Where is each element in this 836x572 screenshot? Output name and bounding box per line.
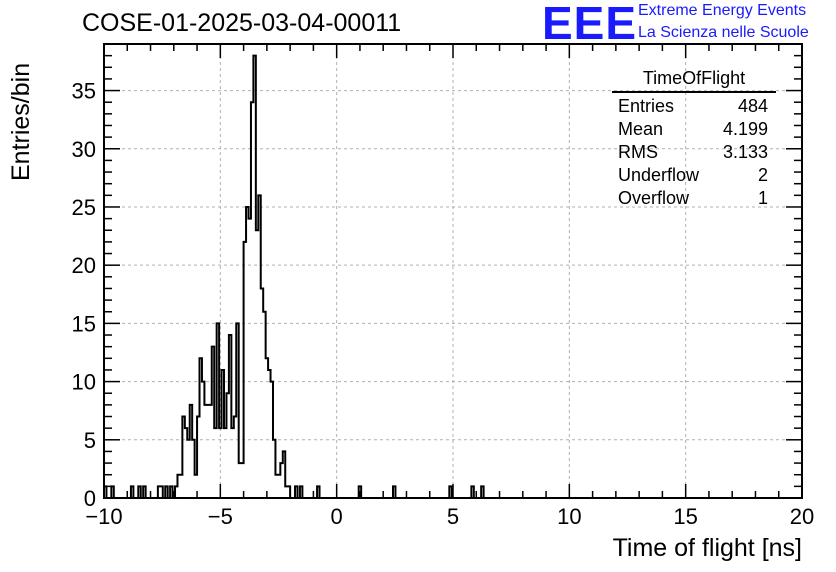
stats-label: Overflow [618,188,690,208]
x-tick-label: −10 [85,504,122,529]
stats-label: Mean [618,119,664,139]
chart-title: COSE-01-2025-03-04-00011 [82,9,402,37]
y-tick-label: 35 [72,79,96,104]
stats-label: Underflow [618,165,700,185]
y-tick-label: 30 [72,137,96,162]
stats-row-rms: RMS 3.133 [612,141,776,164]
eee-logo-line1: Extreme Energy Events [638,2,807,19]
stats-row-underflow: Underflow 2 [612,164,776,187]
y-tick-label: 0 [84,486,96,511]
y-tick-label: 5 [84,428,96,453]
stats-box: TimeOfFlight Entries 484 Mean 4.199 RMS … [612,68,776,210]
y-tick-label: 25 [72,195,96,220]
eee-logo: EEE [542,0,638,49]
stats-row-entries: Entries 484 [612,95,776,118]
x-tick-label: 10 [557,504,581,529]
x-axis-label: Time of flight [ns] [612,534,802,562]
y-axis-label: Entries/bin [7,62,35,181]
stats-value: 484 [737,96,768,116]
stats-value: 3.133 [722,142,768,162]
stats-row-mean: Mean 4.199 [612,118,776,141]
stats-label: Entries [618,96,675,116]
stats-title: TimeOfFlight [612,68,776,93]
y-tick-label: 10 [72,370,96,395]
y-tick-label: 20 [72,253,96,278]
x-tick-label: 5 [447,504,459,529]
y-tick-label: 15 [72,311,96,336]
eee-logo-line2: La Scienza nelle Scuole [638,24,809,41]
stats-row-overflow: Overflow 1 [612,187,776,210]
stats-label: RMS [618,142,658,162]
stats-value: 4.199 [722,119,768,139]
x-tick-label: −5 [208,504,233,529]
stats-value: 2 [757,165,768,185]
stats-value: 1 [757,188,768,208]
x-tick-label: 20 [790,504,814,529]
x-tick-label: 15 [673,504,697,529]
x-tick-label: 0 [331,504,343,529]
